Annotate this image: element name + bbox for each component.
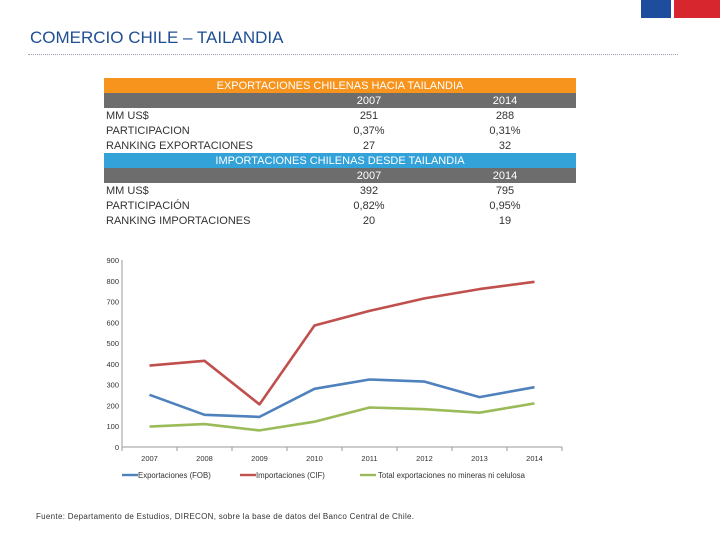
x-tick-label: 2014 xyxy=(526,454,543,463)
value-2007: 0,82% xyxy=(353,199,385,212)
legend-label: Exportaciones (FOB) xyxy=(138,471,211,480)
series-line-3 xyxy=(149,402,535,432)
row-label: PARTICIPACION xyxy=(106,124,190,137)
exports-row-ranking: RANKING EXPORTACIONES 27 32 xyxy=(104,138,576,153)
source-footnote: Fuente: Departamento de Estudios, DIRECO… xyxy=(36,512,415,521)
y-tick-label: 500 xyxy=(106,339,119,348)
exports-year-2007: 2007 xyxy=(356,94,382,107)
x-tick-label: 2007 xyxy=(141,454,158,463)
y-tick-label: 800 xyxy=(106,277,119,286)
imports-years-row: 2007 2014 xyxy=(104,168,576,183)
row-label: PARTICIPACIÓN xyxy=(106,199,190,212)
slide-title: COMERCIO CHILE – TAILANDIA xyxy=(30,28,284,47)
y-tick-label: 100 xyxy=(106,422,119,431)
x-tick-label: 2011 xyxy=(361,454,377,463)
exports-row-participacion: PARTICIPACION 0,37% 0,31% xyxy=(104,123,576,138)
y-tick-label: 200 xyxy=(106,401,119,410)
imports-row-ranking: RANKING IMPORTACIONES 20 19 xyxy=(104,213,576,228)
exports-years-row: 2007 2014 xyxy=(104,93,576,108)
value-2014: 795 xyxy=(495,184,515,197)
series-line-2 xyxy=(149,280,535,406)
value-2007: 20 xyxy=(362,214,376,227)
y-tick-label: 300 xyxy=(106,381,119,390)
exports-row-mmusd: MM US$ 251 288 xyxy=(104,108,576,123)
y-tick-label: 600 xyxy=(106,318,119,327)
value-2007: 0,37% xyxy=(353,124,385,137)
imports-row-participacion: PARTICIPACIÓN 0,82% 0,95% xyxy=(104,198,576,213)
value-2014: 0,95% xyxy=(489,199,521,212)
flag-blue-block xyxy=(641,0,671,18)
value-2014: 0,31% xyxy=(489,124,521,137)
chart-series xyxy=(149,280,535,432)
legend-label: Importaciones (CIF) xyxy=(256,471,325,480)
value-2014: 32 xyxy=(498,139,512,152)
row-label: MM US$ xyxy=(106,109,149,122)
y-tick-label: 700 xyxy=(106,298,119,307)
x-tick-label: 2012 xyxy=(416,454,433,463)
flag-red-block xyxy=(674,0,720,18)
row-label: RANKING EXPORTACIONES xyxy=(106,139,253,152)
imports-row-mmusd: MM US$ 392 795 xyxy=(104,183,576,198)
x-tick-label: 2013 xyxy=(471,454,488,463)
exports-table-header: EXPORTACIONES CHILENAS HACIA TAILANDIA xyxy=(104,78,576,93)
y-tick-label: 900 xyxy=(106,256,119,265)
x-tick-label: 2010 xyxy=(306,454,323,463)
exports-year-2014: 2014 xyxy=(492,94,518,107)
value-2014: 19 xyxy=(498,214,512,227)
imports-year-2007: 2007 xyxy=(356,169,382,182)
imports-table-header: IMPORTACIONES CHILENAS DESDE TAILANDIA xyxy=(104,153,576,168)
y-axis: 0 100 200 300 400 500 600 700 800 900 xyxy=(106,256,123,452)
x-tick-label: 2009 xyxy=(251,454,268,463)
chart-legend: Exportaciones (FOB) Importaciones (CIF) To… xyxy=(122,471,526,480)
x-axis: 2007 2008 2009 2010 2011 2012 2013 2014 xyxy=(121,446,563,463)
row-label: RANKING IMPORTACIONES xyxy=(106,214,251,227)
y-tick-label: 0 xyxy=(115,443,119,452)
row-label: MM US$ xyxy=(106,184,149,197)
value-2014: 288 xyxy=(495,109,515,122)
legend-label: Total exportaciones no mineras ni celulo… xyxy=(378,471,526,480)
title-divider xyxy=(28,54,678,55)
y-tick-label: 400 xyxy=(106,360,119,369)
trade-summary-table: EXPORTACIONES CHILENAS HACIA TAILANDIA 2… xyxy=(104,78,576,228)
value-2007: 392 xyxy=(359,184,379,197)
x-tick-label: 2008 xyxy=(196,454,213,463)
value-2007: 27 xyxy=(362,139,376,152)
imports-year-2014: 2014 xyxy=(492,169,518,182)
series-line-1 xyxy=(149,378,535,419)
value-2007: 251 xyxy=(359,109,379,122)
